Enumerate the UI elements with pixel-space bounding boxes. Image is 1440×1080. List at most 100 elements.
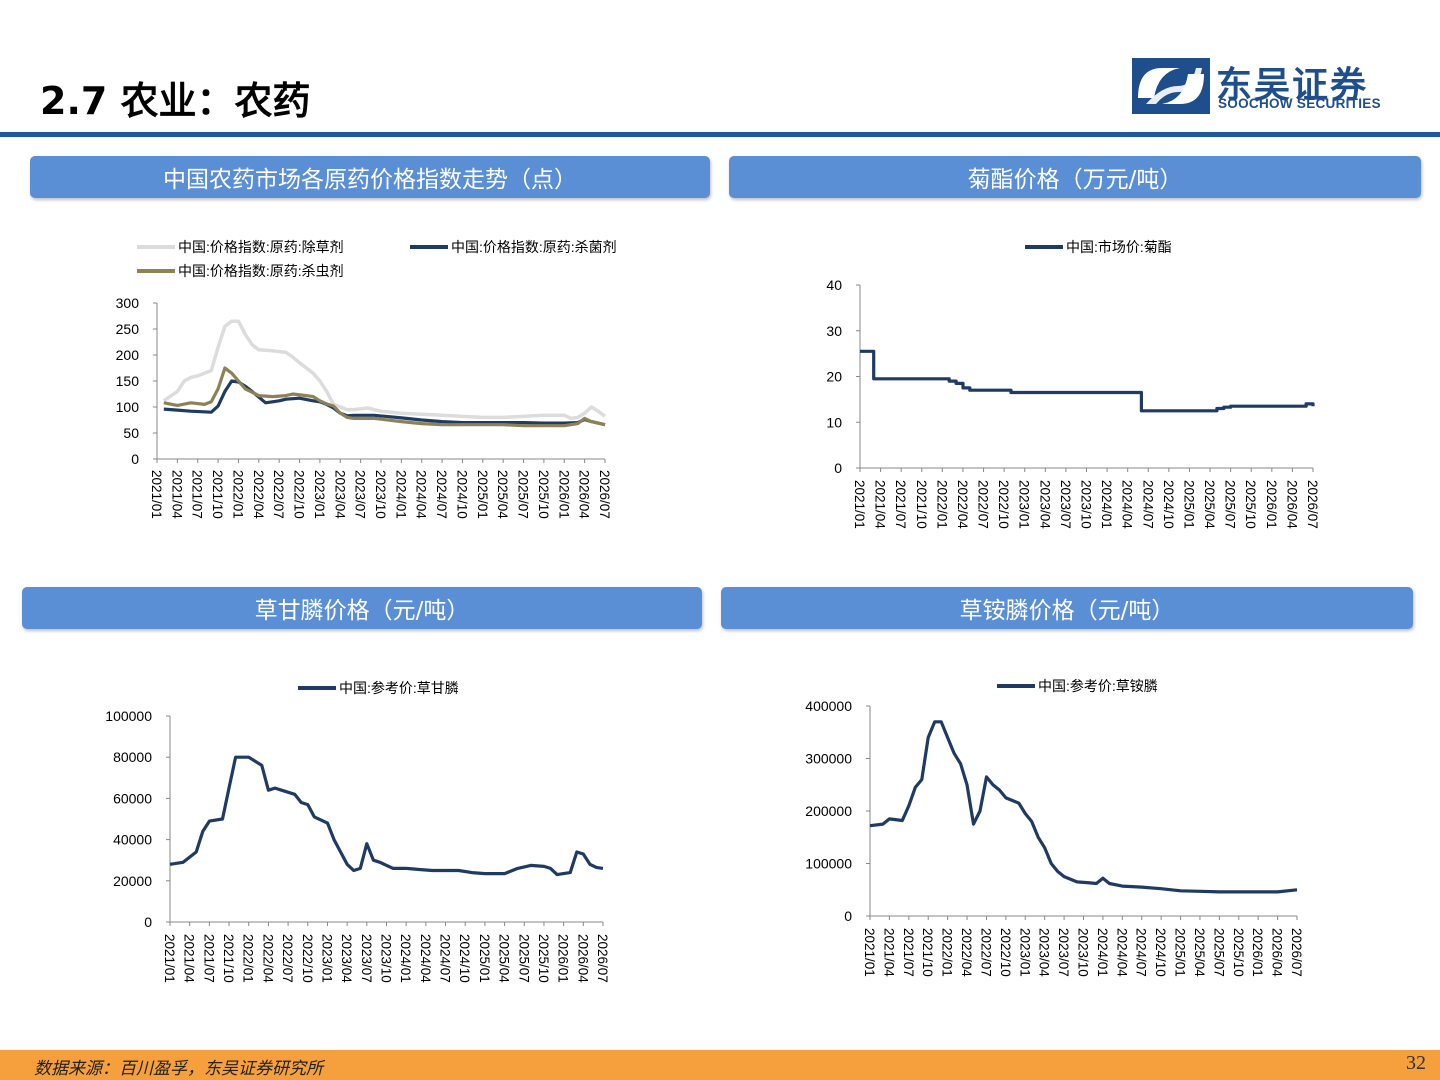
y-tick-label: 100 — [116, 399, 140, 415]
x-tick-label: 2026/07 — [1289, 928, 1304, 977]
x-tick-label: 2023/10 — [373, 470, 388, 519]
x-tick-label: 2021/10 — [210, 470, 225, 519]
logo-chinese-text: 东吴证券 — [1216, 65, 1369, 106]
x-tick-label: 2023/04 — [1037, 480, 1052, 529]
x-tick-label: 2023/04 — [1037, 928, 1052, 977]
x-tick-label: 2025/07 — [516, 470, 531, 519]
x-tick-label: 2024/04 — [1114, 928, 1129, 977]
x-tick-label: 2025/10 — [1231, 928, 1246, 977]
x-tick-label: 2024/07 — [434, 470, 449, 519]
x-tick-label: 2023/01 — [1017, 928, 1032, 977]
x-tick-label: 2022/10 — [998, 928, 1013, 977]
x-tick-label: 2022/04 — [251, 470, 266, 519]
x-tick-label: 2026/01 — [1250, 928, 1265, 977]
y-tick-label: 30 — [826, 323, 842, 339]
x-tick-label: 2021/10 — [221, 934, 236, 983]
logo: 东吴证券 SOOCHOW SECURITIES — [1132, 58, 1412, 116]
legend-label: 中国:价格指数:原药:杀虫剂 — [178, 263, 344, 279]
panel-header-glyphosate: 草甘膦价格（元/吨） — [22, 587, 702, 629]
x-tick-label: 2026/04 — [1284, 480, 1299, 529]
x-tick-label: 2023/04 — [339, 934, 354, 983]
x-tick-label: 2025/04 — [495, 470, 510, 519]
x-tick-label: 2024/10 — [1153, 928, 1168, 977]
y-tick-label: 0 — [144, 914, 152, 930]
y-tick-label: 0 — [834, 460, 842, 476]
x-tick-label: 2023/10 — [1079, 480, 1094, 529]
series-line-0 — [162, 319, 607, 421]
title-rule — [0, 132, 1440, 137]
x-tick-label: 2021/10 — [920, 928, 935, 977]
x-tick-label: 2025/10 — [1243, 480, 1258, 529]
x-tick-label: 2024/01 — [1099, 480, 1114, 529]
x-tick-label: 2021/04 — [182, 934, 197, 983]
x-tick-label: 2025/04 — [1202, 480, 1217, 529]
x-tick-label: 2023/04 — [332, 470, 347, 519]
x-tick-label: 2025/07 — [1223, 480, 1238, 529]
x-tick-label: 2021/01 — [162, 934, 177, 983]
x-tick-label: 2022/01 — [230, 470, 245, 519]
x-tick-label: 2024/10 — [457, 934, 472, 983]
x-tick-label: 2026/04 — [1270, 928, 1285, 977]
legend-label: 中国:价格指数:原药:除草剂 — [178, 239, 344, 255]
x-tick-label: 2022/01 — [934, 480, 949, 529]
x-tick-label: 2026/01 — [556, 470, 571, 519]
x-tick-label: 2025/07 — [1211, 928, 1226, 977]
y-tick-label: 60000 — [113, 790, 152, 806]
x-tick-label: 2025/10 — [536, 470, 551, 519]
logo-english-text: SOOCHOW SECURITIES — [1218, 96, 1381, 111]
x-tick-label: 2024/10 — [1161, 480, 1176, 529]
x-tick-label: 2025/10 — [536, 934, 551, 983]
x-tick-label: 2025/01 — [1173, 928, 1188, 977]
y-tick-label: 80000 — [113, 749, 152, 765]
x-tick-label: 2026/07 — [595, 934, 610, 983]
x-tick-label: 2023/01 — [312, 470, 327, 519]
x-tick-label: 2024/04 — [414, 470, 429, 519]
y-tick-label: 400000 — [805, 698, 852, 714]
x-tick-label: 2023/01 — [319, 934, 334, 983]
x-tick-label: 2022/04 — [959, 928, 974, 977]
x-tick-label: 2022/01 — [241, 934, 256, 983]
x-tick-label: 2022/07 — [280, 934, 295, 983]
x-tick-label: 2021/01 — [149, 470, 164, 519]
soochow-logo-icon — [1132, 58, 1210, 114]
page-number: 32 — [1406, 1052, 1426, 1074]
x-tick-label: 2024/01 — [1095, 928, 1110, 977]
x-tick-label: 2021/04 — [881, 928, 896, 977]
x-tick-label: 2026/07 — [1305, 480, 1320, 529]
y-tick-label: 200 — [116, 347, 140, 363]
y-tick-label: 0 — [131, 451, 139, 467]
series-line-2 — [163, 366, 606, 428]
x-tick-label: 2023/07 — [359, 934, 374, 983]
y-tick-label: 300000 — [805, 751, 852, 767]
x-tick-label: 2022/07 — [976, 480, 991, 529]
x-tick-label: 2024/10 — [454, 470, 469, 519]
x-tick-label: 2021/01 — [862, 928, 877, 977]
x-tick-label: 2022/07 — [271, 470, 286, 519]
legend-label: 中国:参考价:草甘膦 — [339, 680, 459, 696]
x-tick-label: 2023/01 — [1017, 480, 1032, 529]
x-tick-label: 2026/01 — [1264, 480, 1279, 529]
x-tick-label: 2025/07 — [516, 934, 531, 983]
x-tick-label: 2021/04 — [169, 470, 184, 519]
x-tick-label: 2023/07 — [1058, 480, 1073, 529]
x-tick-label: 2022/01 — [940, 928, 955, 977]
x-tick-label: 2025/01 — [1181, 480, 1196, 529]
x-tick-label: 2022/04 — [955, 480, 970, 529]
legend-label: 中国:市场价:菊酯 — [1066, 239, 1172, 255]
x-tick-label: 2022/10 — [996, 480, 1011, 529]
y-tick-label: 20 — [826, 369, 842, 385]
legend-label: 中国:参考价:草铵膦 — [1038, 678, 1158, 694]
y-tick-label: 20000 — [113, 873, 152, 889]
footer-source: 数据来源：百川盈孚，东吴证券研究所 — [34, 1059, 323, 1079]
y-tick-label: 250 — [116, 321, 140, 337]
y-tick-label: 100000 — [105, 708, 152, 724]
x-tick-label: 2023/10 — [379, 934, 394, 983]
x-tick-label: 2021/07 — [901, 928, 916, 977]
x-tick-label: 2024/07 — [1134, 928, 1149, 977]
y-tick-label: 40000 — [113, 832, 152, 848]
x-tick-label: 2025/04 — [1192, 928, 1207, 977]
x-tick-label: 2025/01 — [475, 470, 490, 519]
x-tick-label: 2026/04 — [575, 934, 590, 983]
